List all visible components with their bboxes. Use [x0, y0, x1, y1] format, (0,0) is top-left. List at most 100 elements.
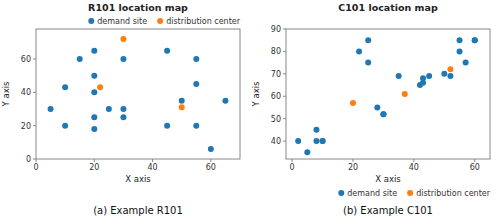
- plot-frame: [36, 29, 240, 159]
- y-tick-label: 40: [21, 88, 31, 97]
- point: [48, 106, 54, 112]
- point: [77, 56, 83, 62]
- point: [365, 60, 371, 66]
- point: [120, 36, 126, 42]
- title: C101 location map: [338, 2, 438, 13]
- legend-swatch: [88, 18, 94, 24]
- point: [320, 138, 326, 144]
- title: R101 location map: [88, 2, 188, 13]
- point: [295, 138, 301, 144]
- point: [426, 73, 432, 79]
- marks: [295, 37, 478, 155]
- x-tick: [413, 159, 414, 162]
- y-tick-label: 60: [21, 55, 31, 64]
- y-tick-label: 50: [271, 115, 281, 124]
- legend-label: distribution center: [166, 17, 241, 26]
- point: [356, 48, 362, 54]
- y-tick: [33, 125, 36, 126]
- point: [380, 111, 386, 117]
- x-tick-label: 20: [348, 163, 358, 172]
- point: [193, 81, 199, 87]
- point: [120, 114, 126, 120]
- y-tick-label: 40: [271, 137, 281, 146]
- x-tick-label: 60: [206, 163, 216, 172]
- point: [106, 106, 112, 112]
- plot-frame: [286, 29, 490, 159]
- point: [457, 48, 463, 54]
- point: [193, 56, 199, 62]
- point: [320, 138, 326, 144]
- x-tick: [210, 159, 211, 162]
- figure: 0 20 40 60 0 20 40 60 R101 location map X axis Y a…: [0, 0, 500, 223]
- point: [447, 73, 453, 79]
- point: [472, 37, 478, 43]
- marks: [48, 36, 229, 152]
- x-tick-label: 40: [409, 163, 419, 172]
- x-tick: [474, 159, 475, 162]
- panel: 02040600204060R101 location mapX axisY a…: [1, 2, 241, 216]
- x-tick: [94, 159, 95, 162]
- x-tick-label: 40: [147, 163, 157, 172]
- caption: (b) Example C101: [343, 205, 433, 216]
- point: [208, 146, 214, 152]
- point: [62, 123, 68, 129]
- y-tick: [283, 73, 286, 74]
- point: [164, 48, 170, 54]
- y-tick: [283, 96, 286, 97]
- y-tick: [33, 59, 36, 60]
- point: [441, 71, 447, 77]
- legend-swatch: [407, 190, 413, 196]
- point: [91, 89, 97, 95]
- point: [91, 114, 97, 120]
- point: [374, 104, 380, 110]
- point: [313, 138, 319, 144]
- point: [91, 73, 97, 79]
- legend-label: distribution center: [416, 189, 491, 198]
- y-tick: [33, 159, 36, 160]
- point: [91, 48, 97, 54]
- point: [350, 100, 356, 106]
- y-tick: [283, 118, 286, 119]
- y-tick-label: 60: [271, 92, 281, 101]
- panel: 0 20 40 60 40 50 60 70 80 90 C101 location map X ax…: [251, 2, 491, 216]
- x-tick: [352, 159, 353, 162]
- y-tick-label: 90: [271, 25, 281, 34]
- y-tick-label: 70: [271, 70, 281, 79]
- x-tick-label: 60: [470, 163, 480, 172]
- point: [222, 98, 228, 104]
- x-tick-label: 0: [290, 163, 295, 172]
- legend: demand site distribution center: [88, 17, 240, 26]
- y-tick-label: 80: [271, 47, 281, 56]
- y-tick: [283, 141, 286, 142]
- point: [313, 127, 319, 133]
- legend: demand site distribution center: [338, 189, 490, 198]
- point: [179, 104, 185, 110]
- point: [164, 123, 170, 129]
- legend-swatch: [338, 190, 344, 196]
- point: [91, 126, 97, 132]
- y-tick: [33, 92, 36, 93]
- point: [62, 84, 68, 90]
- y-axis-label: Y axis: [1, 81, 11, 107]
- caption: (a) Example R101: [93, 205, 183, 216]
- y-tick: [283, 51, 286, 52]
- point: [120, 56, 126, 62]
- point: [179, 98, 185, 104]
- y-tick: [283, 29, 286, 30]
- legend-label: demand site: [97, 17, 147, 26]
- x-axis-label: X axis: [375, 174, 401, 184]
- legend-label: demand site: [347, 189, 397, 198]
- x-tick: [152, 159, 153, 162]
- y-tick-label: 0: [26, 155, 31, 164]
- legend-swatch: [157, 18, 163, 24]
- point: [304, 149, 310, 155]
- point: [447, 66, 453, 72]
- point: [457, 37, 463, 43]
- x-tick-label: 0: [33, 163, 38, 172]
- point: [396, 73, 402, 79]
- point: [472, 37, 478, 43]
- x-tick-label: 20: [89, 163, 99, 172]
- point: [120, 106, 126, 112]
- point: [193, 123, 199, 129]
- x-tick: [292, 159, 293, 162]
